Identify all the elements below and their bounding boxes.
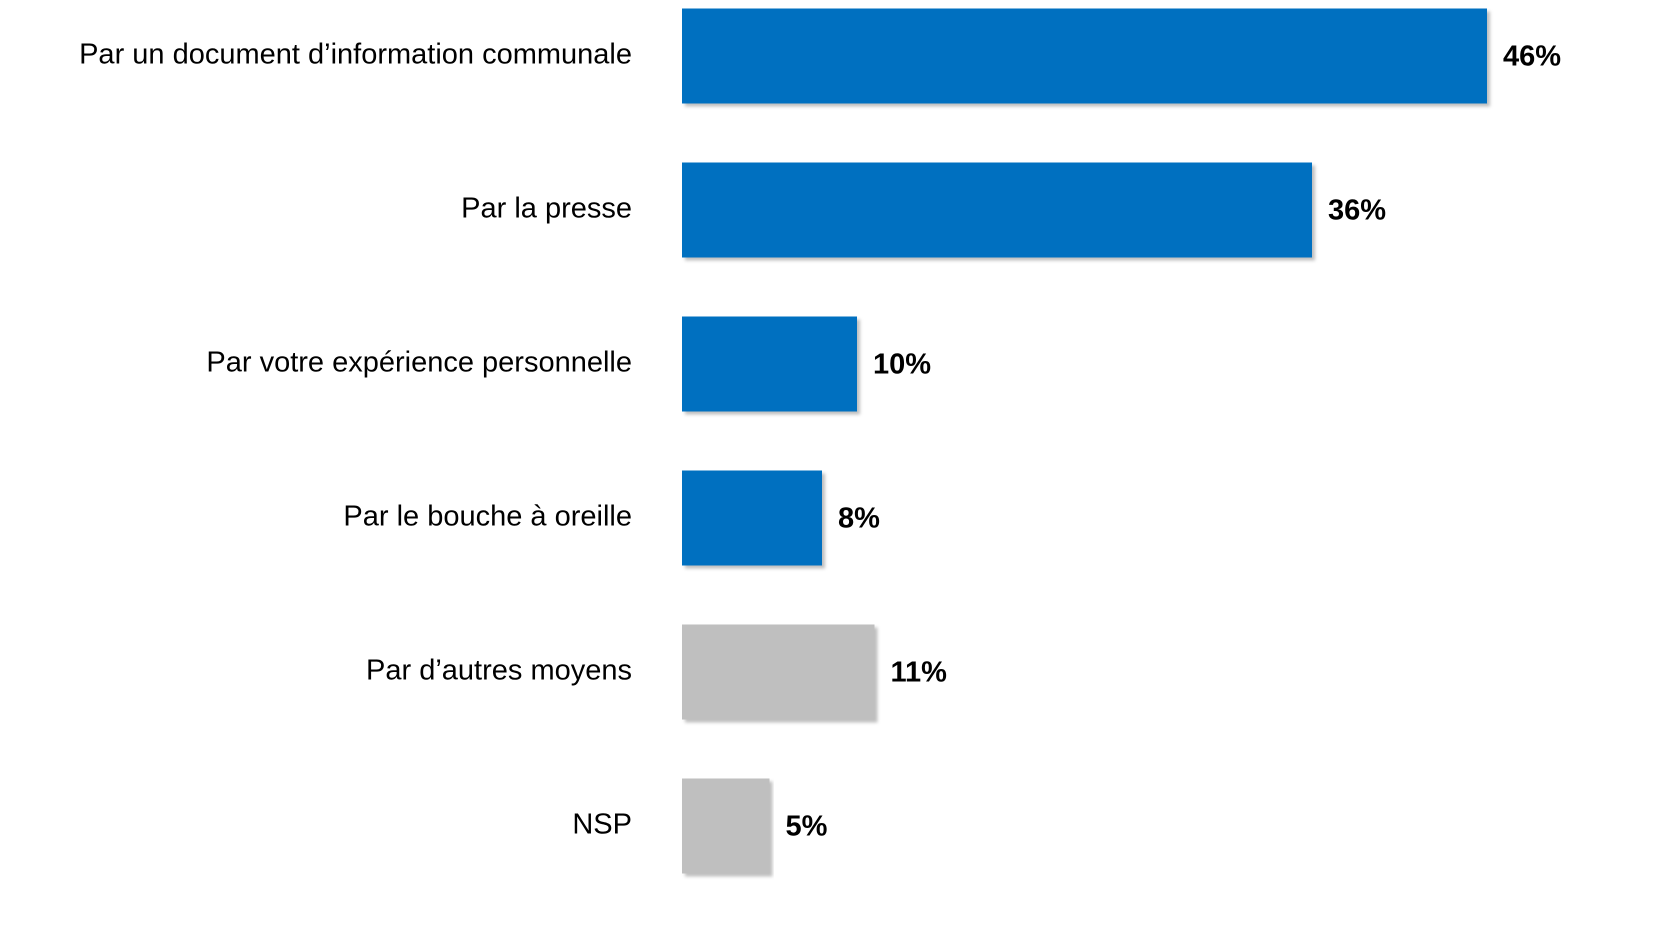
- category-label: Par la presse: [461, 193, 632, 225]
- value-label: 8%: [838, 503, 880, 535]
- bar: [682, 624, 875, 720]
- category-label: Par d’autres moyens: [366, 655, 632, 687]
- bar: [682, 778, 770, 874]
- value-label: 11%: [891, 657, 948, 689]
- category-label: Par votre expérience personnelle: [206, 347, 632, 379]
- bar: [682, 8, 1487, 104]
- bar: [682, 316, 857, 412]
- value-label: 46%: [1503, 41, 1561, 73]
- bar: [682, 470, 822, 566]
- value-label: 5%: [786, 811, 828, 843]
- category-label: Par le bouche à oreille: [343, 501, 632, 533]
- bar: [682, 162, 1312, 258]
- value-label: 36%: [1328, 195, 1386, 227]
- value-label: 10%: [873, 349, 931, 381]
- category-label: Par un document d’information communale: [79, 39, 632, 71]
- category-label: NSP: [572, 809, 632, 841]
